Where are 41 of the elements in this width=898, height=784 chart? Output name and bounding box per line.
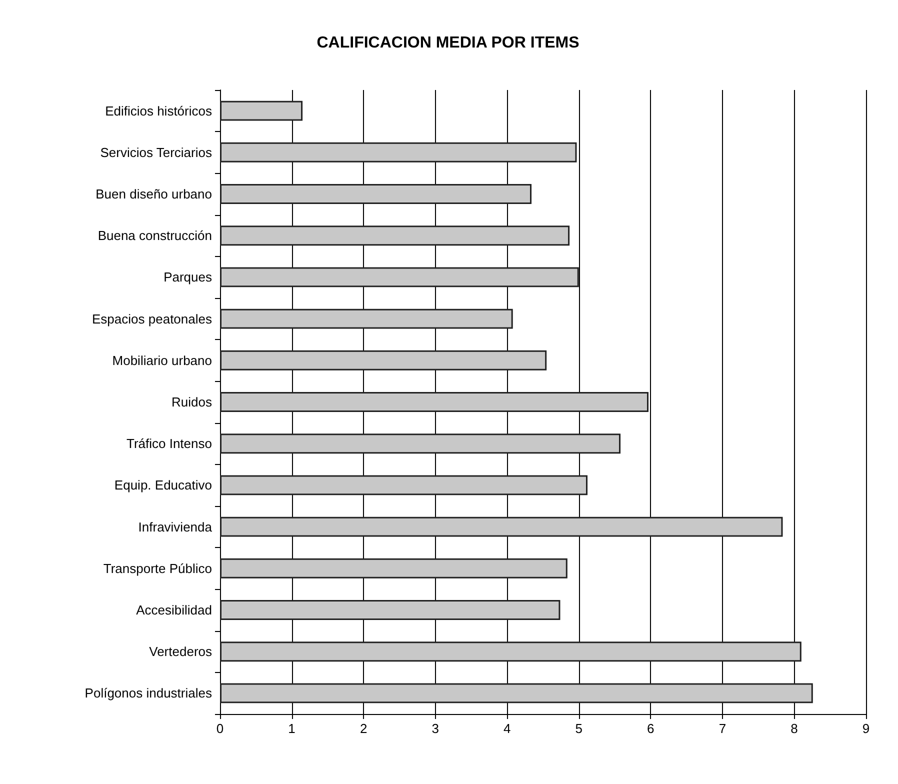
y-tick-label: Tráfico Intenso <box>126 436 212 452</box>
bar <box>220 475 588 496</box>
x-tick-label: 4 <box>503 721 511 736</box>
y-tick-label: Edificios históricos <box>105 103 212 118</box>
bar <box>220 434 621 454</box>
bar <box>220 184 532 204</box>
x-tick-label: 9 <box>862 721 870 736</box>
y-tick-label: Servicios Terciarios <box>100 144 212 160</box>
y-tick-label: Infravivienda <box>138 519 213 534</box>
bar <box>220 350 547 370</box>
y-tick-label: Vertederos <box>149 644 212 660</box>
bar <box>220 100 303 121</box>
x-tick-label: 2 <box>360 721 368 736</box>
chart-title: CALIFICACION MEDIA POR ITEMS <box>316 34 580 52</box>
bar <box>220 226 570 246</box>
bar <box>220 308 513 329</box>
y-tick-label: Parques <box>164 270 212 285</box>
bar <box>220 683 813 704</box>
y-tick-label: Ruidos <box>172 394 212 410</box>
x-tick-label: 1 <box>288 721 296 736</box>
bar <box>220 642 802 662</box>
bar <box>220 600 560 620</box>
y-tick-label: Buena construcción <box>98 228 212 244</box>
x-tick-label: 7 <box>718 721 726 736</box>
y-tick-label: Accesibilidad <box>136 602 212 618</box>
y-tick-label: Transporte Público <box>103 560 212 576</box>
bar <box>220 267 579 288</box>
y-tick-label: Polígonos industriales <box>84 686 212 701</box>
y-tick-label: Equip. Educativo <box>114 478 212 493</box>
x-tick-label: 5 <box>575 721 583 736</box>
x-tick-label: 8 <box>790 721 798 736</box>
bar <box>220 558 568 578</box>
bar <box>220 142 577 162</box>
x-tick-label: 0 <box>216 721 224 736</box>
y-tick-label: Mobiliario urbano <box>112 352 212 368</box>
bar <box>220 392 649 412</box>
bar <box>220 516 783 537</box>
x-tick-label: 6 <box>647 721 654 736</box>
x-tick-label: 3 <box>432 721 439 736</box>
y-tick-label: Espacios peatonales <box>92 311 212 326</box>
y-tick-label: Buen diseño urbano <box>96 186 212 202</box>
